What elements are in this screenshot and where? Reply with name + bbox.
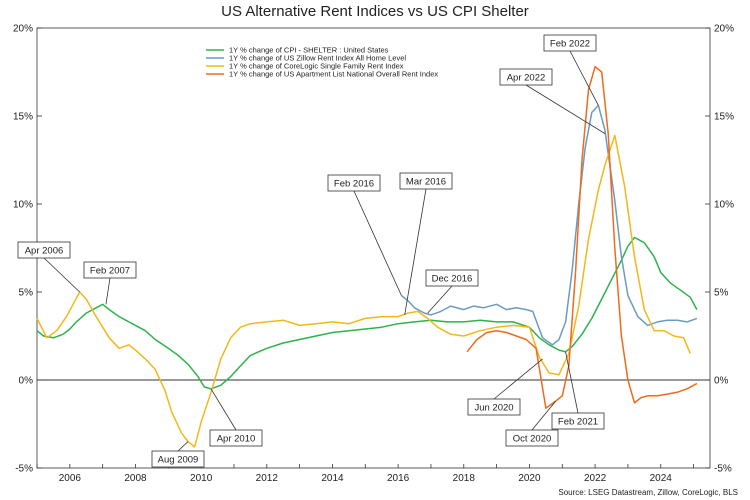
source-note: Source: LSEG Datastream, Zillow, CoreLog… — [558, 488, 738, 497]
annotation-box — [499, 68, 553, 86]
annotation-box — [505, 429, 559, 447]
annotation-box — [209, 429, 263, 447]
legend: 1Y % change of CPI - SHELTER : United St… — [206, 46, 438, 79]
y-tick-label-right: 15% — [714, 112, 734, 123]
x-tick-label: 2010 — [190, 473, 213, 484]
series-line-3 — [466, 65, 698, 409]
y-tick-label-right: 10% — [714, 200, 734, 211]
x-tick-label: 2022 — [584, 473, 607, 484]
legend-label: 1Y % change of CoreLogic Single Family R… — [229, 62, 404, 71]
y-tick-label-left: 0% — [19, 376, 34, 387]
annotation-box — [83, 261, 137, 279]
annotation-box — [551, 412, 605, 430]
annotation-label: Jun 2020 — [474, 403, 513, 414]
x-tick-label: 2024 — [650, 473, 673, 484]
annotation-label: Oct 2020 — [513, 434, 552, 445]
y-tick-label-left: 20% — [13, 24, 33, 35]
annotation-label: Apr 2022 — [507, 73, 546, 84]
annotation-label: Feb 2021 — [558, 417, 598, 428]
annotation-leader — [427, 285, 453, 314]
y-tick-label-left: 5% — [19, 288, 34, 299]
y-tick-label-right: -5% — [714, 464, 732, 475]
annotation-leader — [177, 441, 189, 452]
annotation-leader — [353, 190, 402, 296]
legend-label: 1Y % change of CPI - SHELTER : United St… — [229, 46, 389, 55]
annotation-label: Apr 2010 — [217, 434, 256, 445]
annotation-box — [17, 241, 71, 259]
x-tick-label: 2012 — [256, 473, 279, 484]
y-tick-label-left: -5% — [15, 464, 33, 475]
annotation-box — [151, 450, 205, 468]
annotation-box — [425, 269, 479, 287]
annotation-label: Feb 2016 — [334, 179, 374, 190]
series-line-2 — [36, 134, 691, 448]
annotation-label: Feb 2022 — [550, 39, 590, 50]
annotation-leader — [210, 388, 237, 431]
annotations: Apr 2006 Feb 2007 Aug 2009 Apr 2010 Feb 2016… — [17, 34, 606, 468]
annotation-leader — [404, 188, 427, 315]
plot-frame — [36, 27, 711, 469]
annotation-label: Aug 2009 — [158, 455, 199, 466]
annotation-leader — [105, 277, 111, 305]
annotation-leader — [569, 50, 599, 106]
x-tick-label: 2008 — [124, 473, 147, 484]
annotation-leader — [493, 358, 543, 400]
chart-title: US Alternative Rent Indices vs US CPI Sh… — [221, 3, 529, 20]
series-line-0 — [36, 236, 698, 390]
annotation-box — [327, 174, 381, 192]
y-tick-label-left: 15% — [13, 112, 33, 123]
x-tick-label: 2020 — [518, 473, 541, 484]
x-tick-label: 2018 — [453, 473, 476, 484]
annotation-leader — [525, 84, 606, 134]
series-line-1 — [400, 104, 698, 346]
axes: -5% -5% 0% 0% 5% 5% 10% 10% 15% 15% 20% 20% 2006 2008… — [13, 24, 734, 485]
series-lines — [36, 65, 698, 448]
annotation-box — [467, 398, 521, 416]
y-tick-label-left: 10% — [13, 200, 33, 211]
y-tick-label-right: 20% — [714, 24, 734, 35]
annotation-box — [543, 34, 597, 52]
annotation-leader — [565, 351, 579, 414]
annotation-box — [399, 172, 453, 190]
annotation-leader — [43, 257, 80, 293]
x-tick-label: 2006 — [59, 473, 82, 484]
annotation-label: Dec 2016 — [432, 274, 473, 285]
x-tick-label: 2014 — [321, 473, 344, 484]
y-tick-label-right: 5% — [714, 288, 729, 299]
annotation-label: Apr 2006 — [25, 246, 64, 257]
x-tick-label: 2016 — [387, 473, 410, 484]
y-tick-label-right: 0% — [714, 376, 729, 387]
annotation-label: Mar 2016 — [406, 177, 446, 188]
legend-label: 1Y % change of US Zillow Rent Index All … — [229, 54, 406, 63]
annotation-leader — [531, 400, 557, 431]
legend-label: 1Y % change of US Apartment List Nationa… — [229, 70, 438, 79]
annotation-label: Feb 2007 — [90, 266, 130, 277]
